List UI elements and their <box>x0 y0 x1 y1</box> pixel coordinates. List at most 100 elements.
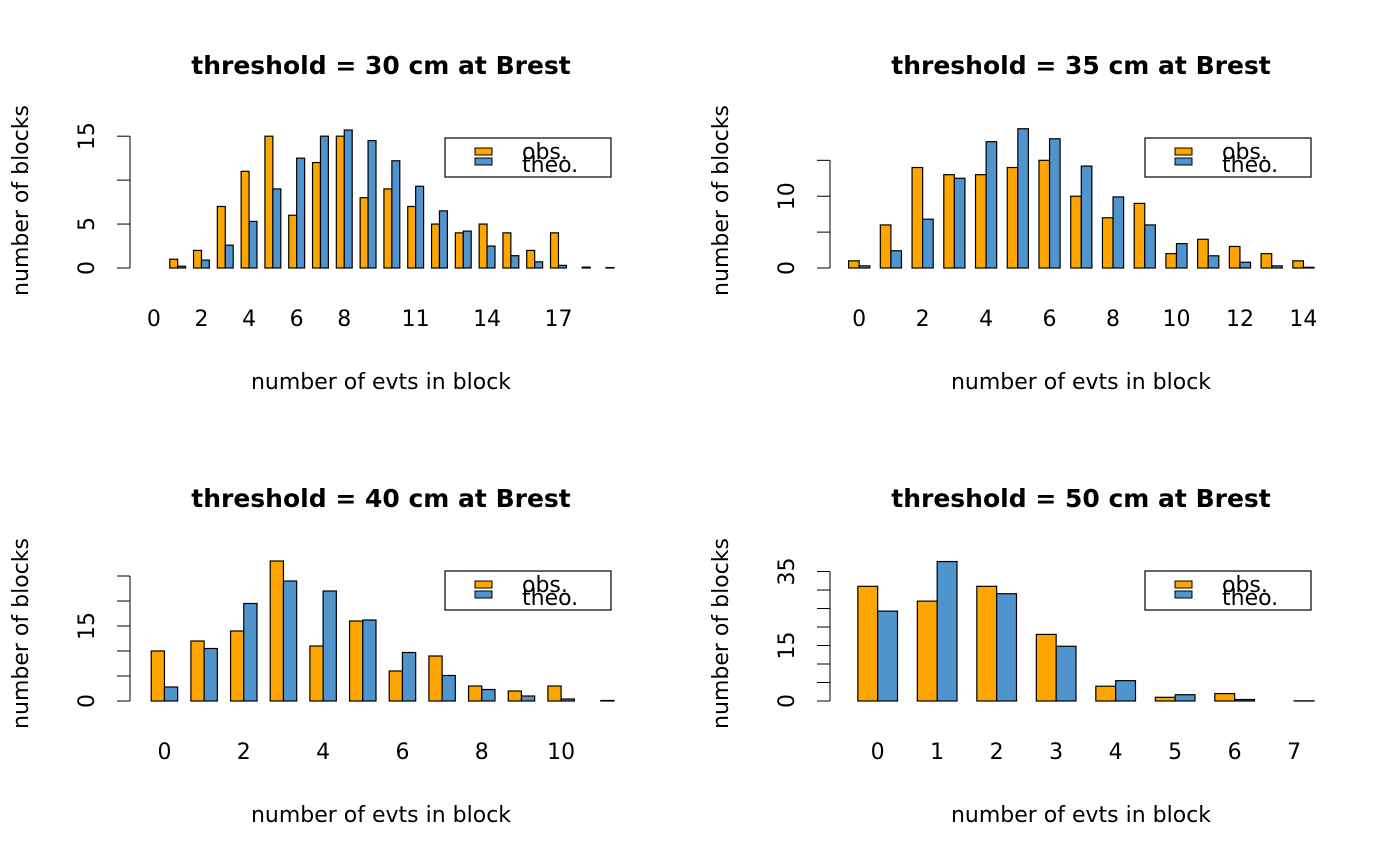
bar <box>359 197 369 269</box>
bar <box>319 135 330 269</box>
chart-title: threshold = 30 cm at Brest <box>191 51 571 80</box>
bar <box>383 188 393 269</box>
x-tick-label: 6 <box>1043 307 1057 332</box>
bar <box>335 135 345 269</box>
bar <box>248 220 258 269</box>
x-tick-label: 17 <box>544 307 572 332</box>
bar <box>985 141 998 269</box>
legend-label: obs. <box>522 140 568 165</box>
x-tick-label: 4 <box>242 307 256 332</box>
x-axis-label: number of evts in block <box>251 803 511 828</box>
x-tick-label: 6 <box>290 307 304 332</box>
chart-panel: threshold = 30 cm at Brest number of evts… <box>9 51 615 395</box>
bar <box>1234 698 1256 702</box>
bar <box>526 249 536 269</box>
bar <box>507 690 523 702</box>
legend-label: obs. <box>522 573 568 598</box>
bar <box>462 230 472 269</box>
bar <box>1112 196 1125 269</box>
bar <box>879 224 892 269</box>
y-tick-label: 10 <box>775 182 800 210</box>
legend-box <box>444 570 612 611</box>
bar <box>936 560 958 702</box>
chart-panel: threshold = 35 cm at Brest number of evts… <box>709 51 1317 395</box>
bar <box>911 166 924 269</box>
bar <box>438 210 449 269</box>
x-tick-label: 6 <box>395 740 409 765</box>
x-tick-label: 4 <box>979 307 993 332</box>
x-tick-label: 4 <box>1109 740 1123 765</box>
bar <box>367 139 377 269</box>
bar <box>190 640 205 702</box>
x-tick-label: 2 <box>194 307 208 332</box>
x-axis-label: number of evts in block <box>251 370 511 395</box>
legend-box <box>444 137 612 178</box>
bar <box>1228 245 1241 269</box>
bar <box>1048 138 1061 269</box>
x-tick-label: 8 <box>475 740 489 765</box>
legend-swatch <box>1174 580 1193 589</box>
bar <box>1260 253 1273 269</box>
bar <box>1165 253 1178 269</box>
bar <box>1197 238 1209 269</box>
bar <box>415 185 425 269</box>
y-tick-label: 5 <box>75 217 100 231</box>
bar <box>348 620 364 702</box>
bar <box>322 590 337 702</box>
x-tick-label: 0 <box>157 740 171 765</box>
bar <box>401 651 417 702</box>
bar <box>976 585 998 702</box>
bar <box>441 674 456 702</box>
bar <box>1035 633 1057 702</box>
bar <box>557 264 568 269</box>
x-tick-label: 0 <box>871 740 885 765</box>
x-axis-label: number of evts in block <box>951 803 1211 828</box>
x-tick-label: 0 <box>147 307 161 332</box>
bar <box>269 560 285 702</box>
bar <box>362 619 377 702</box>
x-tick-label: 2 <box>916 307 930 332</box>
bar <box>600 699 615 702</box>
bar <box>309 645 324 702</box>
bar <box>177 265 187 269</box>
bar <box>481 688 496 702</box>
bar <box>858 265 871 269</box>
bar <box>203 647 218 702</box>
x-tick-label: 12 <box>1226 307 1254 332</box>
y-tick-label: 0 <box>75 694 100 708</box>
legend-swatch <box>474 157 493 166</box>
x-tick-label: 10 <box>1162 307 1190 332</box>
x-tick-label: 7 <box>1287 740 1301 765</box>
legend-swatch <box>1174 590 1193 599</box>
x-tick-label: 3 <box>1049 740 1063 765</box>
legend-swatch <box>474 590 493 599</box>
bar <box>1174 694 1196 702</box>
x-tick-label: 4 <box>316 740 330 765</box>
bar <box>467 685 483 702</box>
legend-swatch <box>1174 157 1193 166</box>
bar <box>916 600 938 702</box>
x-tick-label: 2 <box>237 740 251 765</box>
chart-title: threshold = 40 cm at Brest <box>191 484 571 513</box>
x-tick-label: 14 <box>1289 307 1317 332</box>
y-tick-label: 0 <box>775 694 800 708</box>
bar <box>1017 128 1030 269</box>
bar <box>1175 242 1188 269</box>
bar <box>407 205 417 269</box>
bar <box>454 232 464 269</box>
y-axis-label: number of blocks <box>709 538 734 729</box>
y-tick-label: 15 <box>75 122 100 150</box>
bar <box>560 698 575 702</box>
bar <box>343 129 353 269</box>
chart-panel: threshold = 40 cm at Brest number of evts… <box>9 484 615 828</box>
x-tick-label: 8 <box>337 307 351 332</box>
bar <box>534 261 544 269</box>
x-tick-label: 10 <box>547 740 575 765</box>
bar <box>857 585 879 702</box>
y-axis-label: number of blocks <box>709 105 734 296</box>
bar <box>510 255 520 269</box>
bar <box>581 266 591 269</box>
bar <box>1101 217 1114 269</box>
bar <box>953 177 966 269</box>
bar <box>163 686 179 702</box>
